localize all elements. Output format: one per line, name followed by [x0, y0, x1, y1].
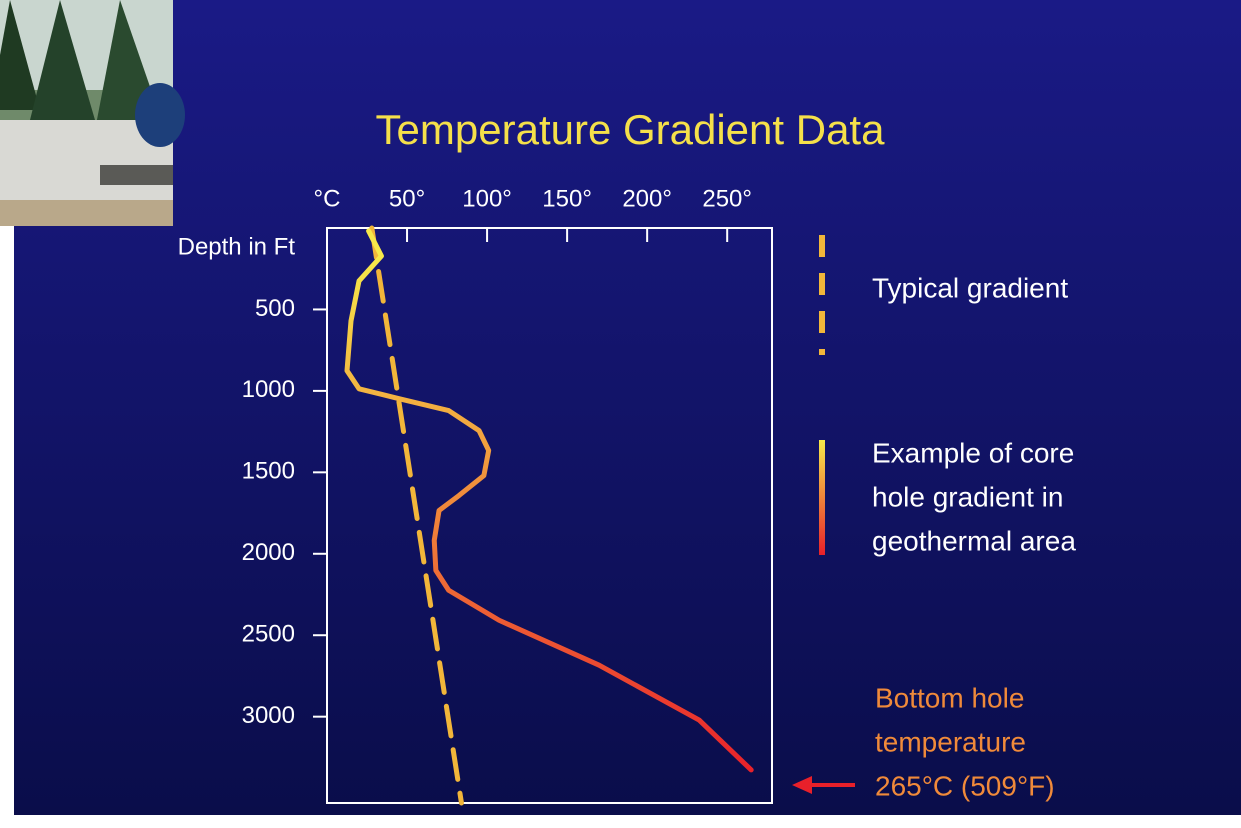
- x-tick-label: 250°: [702, 185, 752, 212]
- y-tick-label: 2500: [242, 621, 295, 648]
- legend-label: Typical gradient: [872, 272, 1068, 303]
- y-tick-label: 1000: [242, 376, 295, 403]
- legend-label: geothermal area: [872, 525, 1076, 556]
- y-tick-label: 2000: [242, 539, 295, 566]
- photo: [0, 0, 185, 226]
- y-tick-label: 500: [255, 295, 295, 322]
- chart-title: Temperature Gradient Data: [376, 106, 886, 153]
- annotation: temperature: [875, 726, 1026, 757]
- plot-frame: [326, 227, 773, 804]
- x-tick-label: 50°: [389, 185, 425, 212]
- x-tick-label: 200°: [622, 185, 672, 212]
- annotation-arrowhead: [792, 776, 812, 794]
- series-line: [344, 228, 754, 773]
- y-tick-label: 1500: [242, 458, 295, 485]
- y-tick-label: 3000: [242, 702, 295, 729]
- annotation: 265°C (509°F): [875, 770, 1055, 801]
- legend-label: hole gradient in: [872, 481, 1063, 512]
- legend-label: Example of core: [872, 437, 1074, 468]
- x-tick-label: 150°: [542, 185, 592, 212]
- x-axis-label: °C: [314, 185, 341, 212]
- x-tick-label: 100°: [462, 185, 512, 212]
- y-axis-label: Depth in Ft: [178, 233, 296, 260]
- annotation: Bottom hole: [875, 682, 1024, 713]
- series-line: [369, 225, 464, 806]
